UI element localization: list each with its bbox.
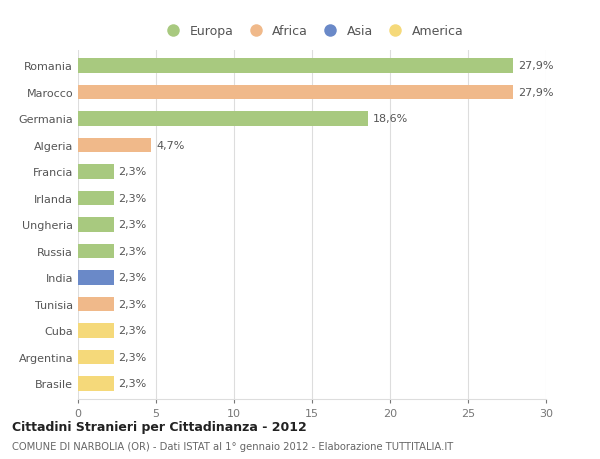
Text: 2,3%: 2,3% [119, 299, 147, 309]
Bar [78, 59, 513, 73]
Text: Cittadini Stranieri per Cittadinanza - 2012: Cittadini Stranieri per Cittadinanza - 2… [12, 420, 307, 433]
Text: 27,9%: 27,9% [518, 88, 553, 98]
Text: 2,3%: 2,3% [119, 194, 147, 203]
Text: 2,3%: 2,3% [119, 246, 147, 256]
Bar [78, 165, 114, 179]
Bar [78, 350, 114, 364]
Bar [78, 244, 114, 258]
Text: 2,3%: 2,3% [119, 379, 147, 388]
Text: 2,3%: 2,3% [119, 352, 147, 362]
Text: 2,3%: 2,3% [119, 273, 147, 283]
Text: 4,7%: 4,7% [156, 140, 184, 151]
Text: 2,3%: 2,3% [119, 167, 147, 177]
Bar [78, 270, 114, 285]
Bar [78, 297, 114, 312]
Text: COMUNE DI NARBOLIA (OR) - Dati ISTAT al 1° gennaio 2012 - Elaborazione TUTTITALI: COMUNE DI NARBOLIA (OR) - Dati ISTAT al … [12, 441, 453, 451]
Bar [78, 85, 513, 100]
Text: 27,9%: 27,9% [518, 62, 553, 71]
Bar [78, 218, 114, 232]
Bar [78, 138, 151, 153]
Legend: Europa, Africa, Asia, America: Europa, Africa, Asia, America [158, 23, 466, 41]
Bar [78, 191, 114, 206]
Text: 2,3%: 2,3% [119, 220, 147, 230]
Bar [78, 376, 114, 391]
Bar [78, 323, 114, 338]
Text: 18,6%: 18,6% [373, 114, 408, 124]
Bar [78, 112, 368, 127]
Text: 2,3%: 2,3% [119, 325, 147, 336]
